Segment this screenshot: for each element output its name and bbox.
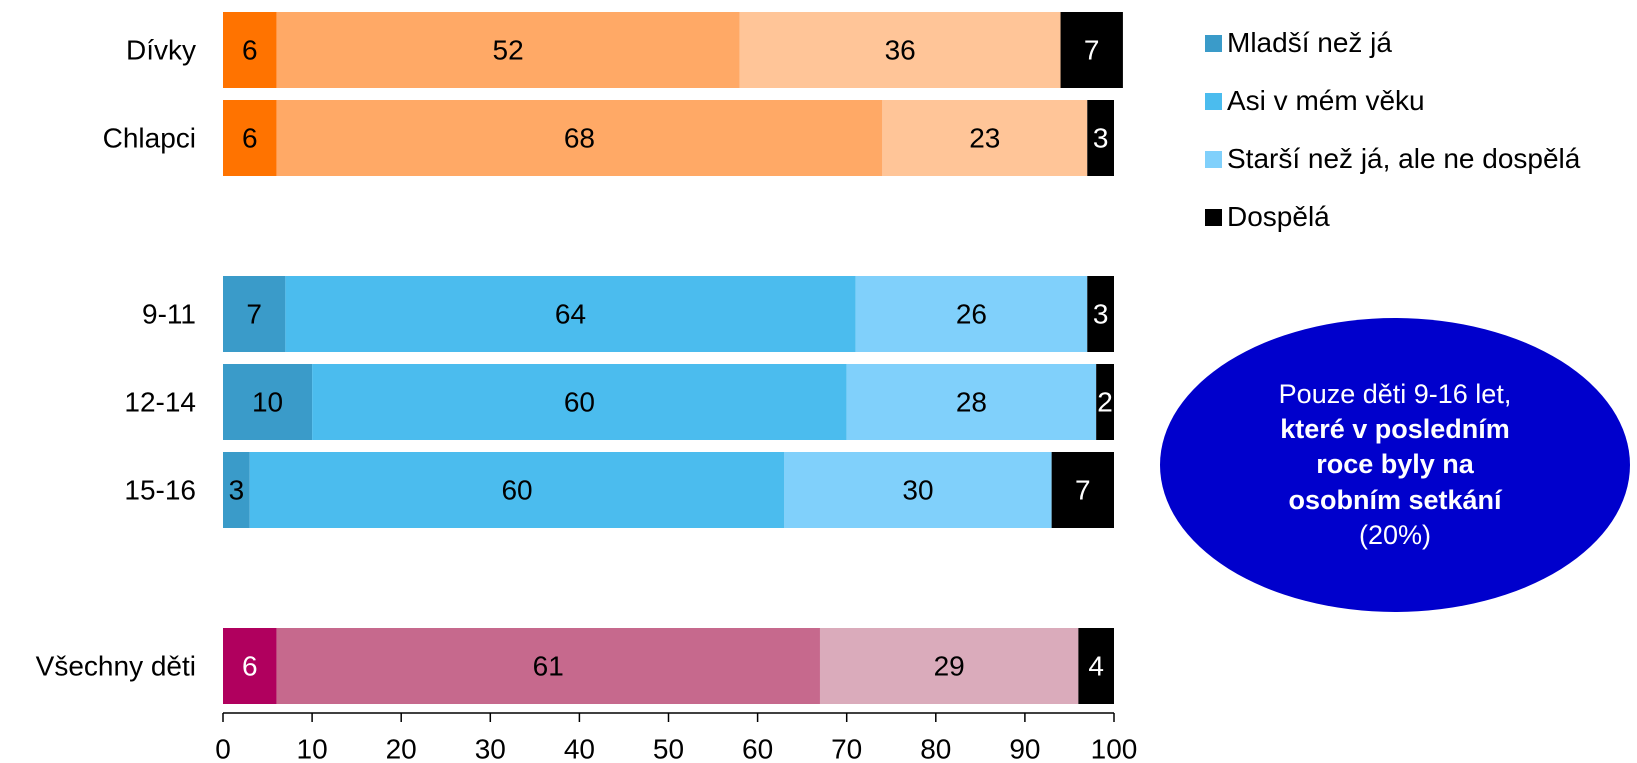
legend-item-younger: Mladší než já xyxy=(1205,14,1580,72)
data-label-row-1-s0: 6 xyxy=(242,123,258,154)
bar-segment-row-0-s0 xyxy=(223,12,277,88)
data-label-row-0-s2: 36 xyxy=(885,35,916,66)
x-tick-label-6: 60 xyxy=(742,734,773,763)
bar-segment-row-4-s2 xyxy=(784,452,1052,528)
x-tick-label-5: 50 xyxy=(653,734,684,763)
bar-segment-row-3-s0 xyxy=(223,364,313,440)
x-tick-label-1: 10 xyxy=(297,734,328,763)
data-label-row-4-s1: 60 xyxy=(501,475,532,506)
category-label-2: 9-11 xyxy=(142,299,196,330)
category-label-5: Všechny děti xyxy=(36,651,196,682)
annotation-line-1: Pouze děti 9-16 let, xyxy=(1278,379,1512,410)
x-tick-label-9: 90 xyxy=(1009,734,1040,763)
legend-swatch-adult xyxy=(1205,208,1222,226)
data-label-row-5-s3: 4 xyxy=(1088,651,1104,682)
bar-segment-row-1-s1 xyxy=(276,100,883,176)
bar-segment-row-1-s3 xyxy=(1087,100,1114,176)
bar-segment-row-3-s2 xyxy=(846,364,1097,440)
data-label-row-1-s2: 23 xyxy=(969,123,1000,154)
x-tick-label-2: 20 xyxy=(386,734,417,763)
bar-segment-row-4-s1 xyxy=(249,452,785,528)
legend-label-younger: Mladší než já xyxy=(1227,27,1392,58)
legend-item-adult: Dospělá xyxy=(1205,188,1580,246)
legend-item-older: Starší než já, ale ne dospělá xyxy=(1205,130,1580,188)
bar-segment-row-5-s0 xyxy=(223,628,277,704)
category-label-3: 12-14 xyxy=(124,387,196,418)
bar-segment-row-2-s2 xyxy=(855,276,1088,352)
legend-swatch-same-age xyxy=(1205,92,1222,110)
data-label-row-5-s1: 61 xyxy=(533,651,564,682)
annotation-bold-3: osobním setkání xyxy=(1288,484,1502,515)
x-tick-label-4: 40 xyxy=(564,734,595,763)
data-label-row-1-s1: 68 xyxy=(564,123,595,154)
category-label-0: Dívky xyxy=(126,35,196,66)
x-tick-label-7: 70 xyxy=(831,734,862,763)
bar-segment-row-5-s2 xyxy=(819,628,1079,704)
bar-segment-row-3-s1 xyxy=(312,364,847,440)
bar-segment-row-0-s1 xyxy=(276,12,740,88)
legend-label-older: Starší než já, ale ne dospělá xyxy=(1227,143,1581,174)
data-label-row-3-s1: 60 xyxy=(564,387,595,418)
bar-segment-row-2-s1 xyxy=(285,276,856,352)
bar-segment-row-0-s3 xyxy=(1060,12,1123,88)
bar-segment-row-5-s1 xyxy=(276,628,820,704)
data-label-row-2-s2: 26 xyxy=(956,299,987,330)
data-label-row-2-s3: 3 xyxy=(1093,299,1109,330)
data-label-row-0-s1: 52 xyxy=(493,35,524,66)
data-label-row-4-s2: 30 xyxy=(902,475,933,506)
data-label-row-4-s0: 3 xyxy=(229,475,245,506)
data-label-row-3-s2: 28 xyxy=(956,387,987,418)
data-label-row-0-s3: 7 xyxy=(1084,35,1100,66)
annotation-bold-2: roce byly na xyxy=(1316,449,1474,480)
bar-segment-row-3-s3 xyxy=(1096,364,1114,440)
legend-item-same-age: Asi v mém věku xyxy=(1205,72,1580,130)
bar-segment-row-2-s3 xyxy=(1087,276,1114,352)
legend-label-same-age: Asi v mém věku xyxy=(1227,85,1425,116)
data-label-row-5-s2: 29 xyxy=(934,651,965,682)
data-label-row-2-s0: 7 xyxy=(246,299,262,330)
legend-label-adult: Dospělá xyxy=(1227,201,1330,232)
bar-segment-row-4-s3 xyxy=(1051,452,1114,528)
data-label-row-1-s3: 3 xyxy=(1093,123,1109,154)
bar-segment-row-0-s2 xyxy=(739,12,1061,88)
x-tick-label-8: 80 xyxy=(920,734,951,763)
x-tick-label-0: 0 xyxy=(215,734,231,763)
legend-swatch-younger xyxy=(1205,34,1222,52)
legend-swatch-older xyxy=(1205,150,1222,168)
annotation-ellipse: Pouze děti 9-16 let, které v posledním r… xyxy=(1160,318,1630,612)
annotation-line-2: (20%) xyxy=(1358,519,1432,550)
annotation-bold-1: které v posledním xyxy=(1280,414,1510,445)
category-label-4: 15-16 xyxy=(124,475,196,506)
x-tick-label-3: 30 xyxy=(475,734,506,763)
data-label-row-0-s0: 6 xyxy=(242,35,258,66)
data-label-row-5-s0: 6 xyxy=(242,651,258,682)
data-label-row-3-s0: 10 xyxy=(252,387,283,418)
bar-segment-row-4-s0 xyxy=(223,452,250,528)
x-tick-label-10: 100 xyxy=(1091,734,1138,763)
legend: Mladší než já Asi v mém věku Starší než … xyxy=(1205,14,1580,246)
data-label-row-4-s3: 7 xyxy=(1075,475,1091,506)
data-label-row-2-s1: 64 xyxy=(555,299,586,330)
bar-segment-row-1-s2 xyxy=(882,100,1088,176)
bar-segment-row-1-s0 xyxy=(223,100,277,176)
bar-segment-row-5-s3 xyxy=(1078,628,1114,704)
bar-segment-row-2-s0 xyxy=(223,276,286,352)
data-label-row-3-s3: 2 xyxy=(1097,387,1113,418)
category-label-1: Chlapci xyxy=(103,123,196,154)
